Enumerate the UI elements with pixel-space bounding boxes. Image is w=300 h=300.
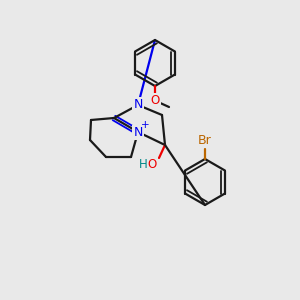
Text: Br: Br (198, 134, 212, 146)
Text: +: + (141, 120, 149, 130)
Text: O: O (150, 94, 160, 106)
Text: N: N (133, 98, 143, 110)
Text: N: N (133, 125, 143, 139)
Text: H: H (139, 158, 147, 170)
Text: O: O (147, 158, 157, 170)
